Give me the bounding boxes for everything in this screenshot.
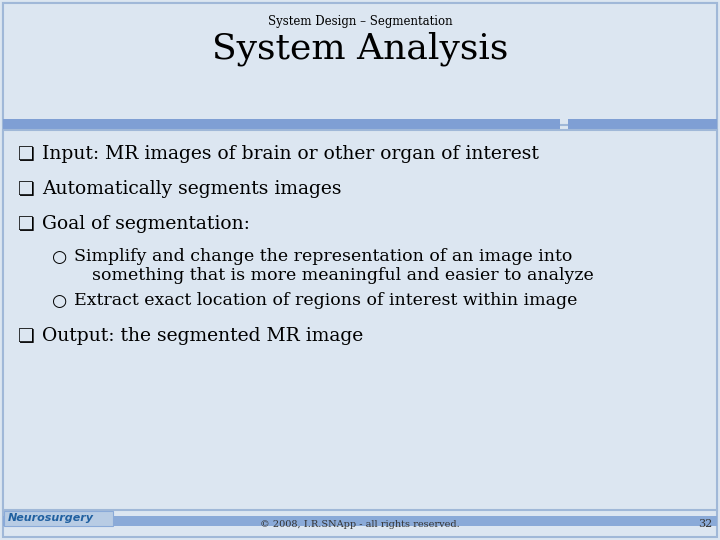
Text: Extract exact location of regions of interest within image: Extract exact location of regions of int… bbox=[74, 292, 577, 309]
Text: Automatically segments images: Automatically segments images bbox=[42, 180, 341, 198]
Bar bbox=[3, 119, 560, 130]
Text: ❏: ❏ bbox=[18, 145, 35, 164]
Bar bbox=[3, 3, 717, 125]
Text: Simplify and change the representation of an image into: Simplify and change the representation o… bbox=[74, 248, 572, 265]
Text: Goal of segmentation:: Goal of segmentation: bbox=[42, 215, 250, 233]
Text: System Design – Segmentation: System Design – Segmentation bbox=[268, 15, 452, 28]
Text: ❏: ❏ bbox=[18, 180, 35, 199]
Bar bbox=[3, 516, 717, 526]
Text: ❏: ❏ bbox=[18, 327, 35, 346]
Text: Input: MR images of brain or other organ of interest: Input: MR images of brain or other organ… bbox=[42, 145, 539, 163]
Text: ○: ○ bbox=[52, 248, 67, 266]
Text: System Analysis: System Analysis bbox=[212, 32, 508, 66]
Text: ❏: ❏ bbox=[18, 215, 35, 234]
Text: ○: ○ bbox=[52, 292, 67, 310]
FancyBboxPatch shape bbox=[4, 510, 112, 525]
Bar bbox=[3, 130, 717, 510]
Text: Neurosurgery: Neurosurgery bbox=[8, 513, 94, 523]
Text: Output: the segmented MR image: Output: the segmented MR image bbox=[42, 327, 364, 345]
Text: something that is more meaningful and easier to analyze: something that is more meaningful and ea… bbox=[92, 267, 594, 284]
Bar bbox=[568, 119, 717, 130]
Text: 32: 32 bbox=[698, 519, 712, 529]
Text: © 2008, I.R.SNApp - all rights reserved.: © 2008, I.R.SNApp - all rights reserved. bbox=[260, 520, 460, 529]
